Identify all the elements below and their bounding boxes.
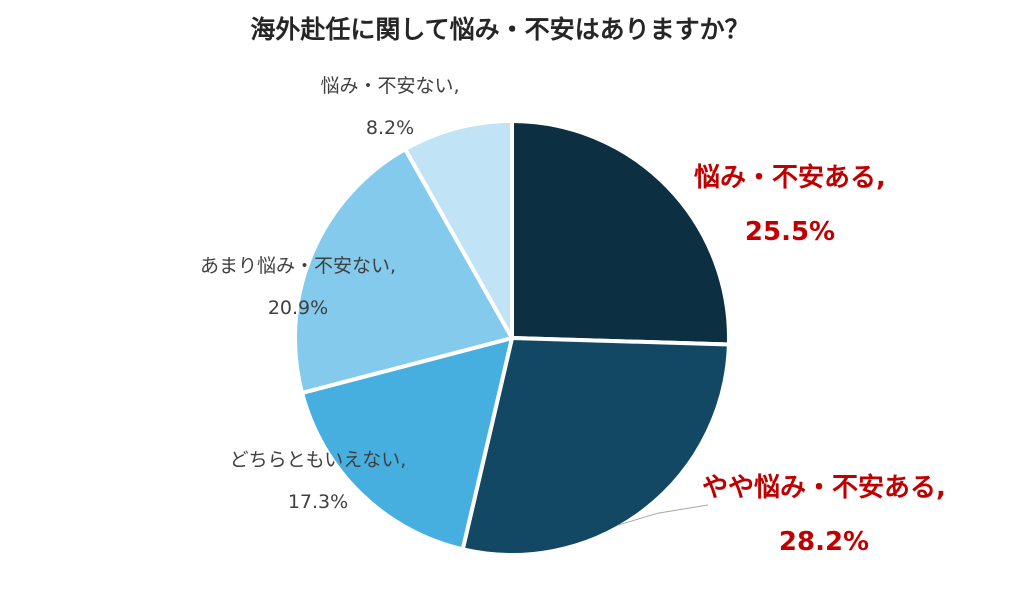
pie-slice-1 bbox=[510, 119, 731, 347]
pie-slice-4 bbox=[293, 147, 514, 395]
slice-labels: 悩み・不安ある, 25.5% やや悩み・不安ある, 28.2% どちらともいえない, 17… bbox=[200, 75, 946, 557]
slice-value-label: 25.5% bbox=[745, 217, 835, 247]
slice-label: やや悩み・不安ある, bbox=[702, 473, 946, 503]
pie-slice-3 bbox=[300, 336, 514, 552]
slice-value-label: 8.2% bbox=[366, 117, 414, 139]
slice-value-label: 28.2% bbox=[779, 527, 869, 557]
leader-line bbox=[617, 504, 709, 526]
pie-slices bbox=[293, 119, 731, 557]
slice-value-label: 17.3% bbox=[288, 491, 348, 513]
slice-value-label: 20.9% bbox=[268, 297, 328, 319]
leader-lines bbox=[617, 504, 709, 526]
pie-slice-5 bbox=[403, 119, 514, 340]
slice-label: 悩み・不安ある, bbox=[694, 163, 886, 193]
slice-label: 悩み・不安ない, bbox=[320, 75, 459, 97]
slice-label: どちらともいえない, bbox=[230, 449, 407, 471]
chart-title: 海外赴任に関して悩み・不安はありますか？ bbox=[250, 15, 749, 44]
pie-slice-2 bbox=[460, 336, 731, 557]
slice-label: あまり悩み・不安ない, bbox=[200, 255, 396, 277]
